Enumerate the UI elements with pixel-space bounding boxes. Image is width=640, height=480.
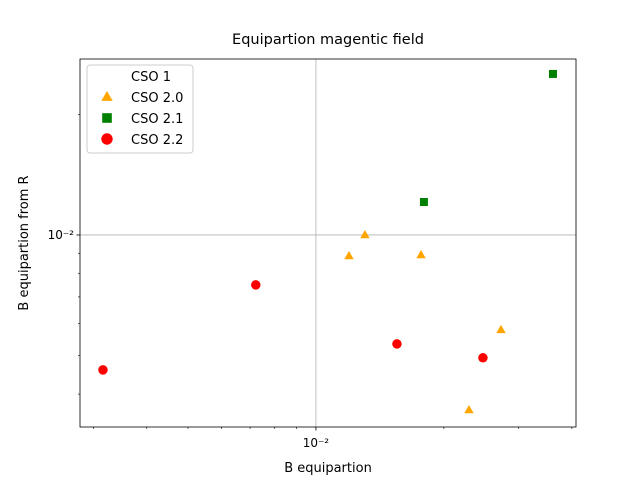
legend-label: CSO 2.1 bbox=[131, 112, 183, 127]
point bbox=[419, 197, 428, 206]
plot-frame bbox=[79, 58, 577, 428]
legend-label: CSO 2.2 bbox=[131, 133, 183, 148]
point bbox=[392, 339, 402, 349]
x-axis-label: B equipartion bbox=[284, 461, 372, 476]
legend-box bbox=[86, 64, 194, 154]
legend-marker bbox=[101, 133, 113, 145]
legend-marker bbox=[101, 91, 113, 101]
point bbox=[98, 365, 108, 375]
point bbox=[464, 405, 474, 414]
point bbox=[344, 250, 354, 260]
legend-marker bbox=[102, 113, 112, 123]
point bbox=[548, 69, 557, 78]
legend-label: CSO 2.0 bbox=[131, 91, 183, 106]
legend-label: CSO 1 bbox=[131, 70, 171, 85]
point bbox=[251, 280, 261, 290]
y-tick-label: 10⁻² bbox=[48, 228, 75, 242]
point bbox=[416, 250, 426, 259]
point bbox=[496, 324, 506, 334]
point bbox=[360, 229, 370, 239]
point bbox=[478, 353, 488, 363]
y-axis-label: B equipartion from R bbox=[17, 175, 32, 310]
chart-title: Equipartion magentic field bbox=[232, 32, 424, 48]
x-tick-label: 10⁻² bbox=[303, 436, 330, 450]
